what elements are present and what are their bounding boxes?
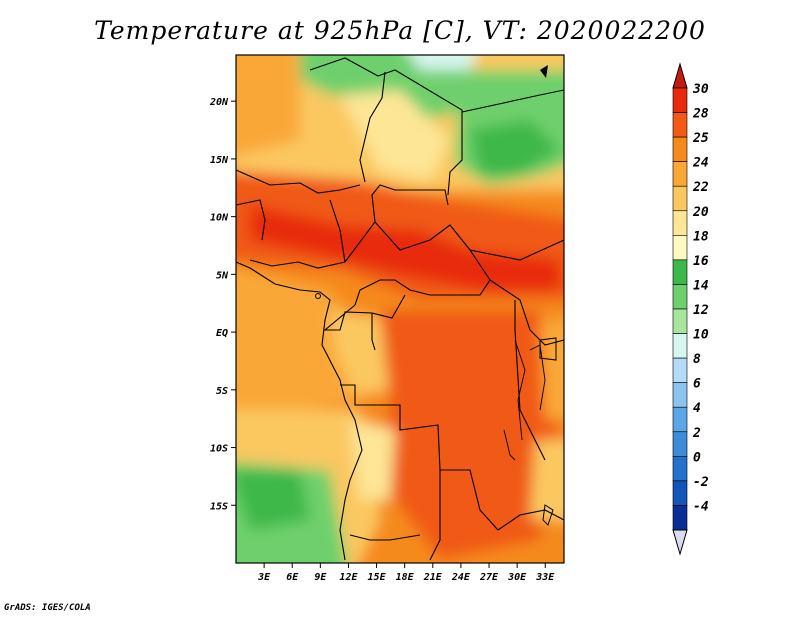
lon-tick-label: 18E [396, 572, 415, 583]
lon-tick-label: 3E [257, 572, 271, 583]
lat-tick-label: EQ [216, 328, 228, 339]
colorbar-swatch [672, 210, 688, 236]
colorbar-label: 25 [692, 131, 709, 146]
colorbar-label: 6 [693, 377, 701, 392]
colorbar-swatch [672, 112, 688, 138]
colorbar-swatch [672, 235, 688, 261]
colorbar-label: 12 [693, 303, 709, 318]
colorbar-label: 22 [692, 180, 709, 195]
lon-tick-label: 15E [368, 572, 387, 583]
colorbar-swatch [672, 185, 688, 212]
lon-axis: 3E 6E 9E 12E 15E 18E 21E 24E 27E 30E 33E [257, 563, 555, 583]
colorbar-swatch [672, 87, 688, 113]
colorbar-label: 10 [693, 328, 709, 343]
lon-tick-label: 27E [479, 572, 499, 583]
colorbar-label: 14 [693, 278, 709, 293]
country-borders [236, 57, 564, 561]
colorbar-swatch [672, 431, 688, 457]
lon-tick-label: 33E [535, 572, 555, 583]
lon-tick-label: 24E [451, 572, 471, 583]
colorbar-swatch [672, 259, 688, 285]
colorbar-label: 2 [692, 426, 701, 441]
lat-tick-label: 15S [210, 501, 228, 512]
colorbar-label: 8 [693, 352, 701, 367]
colorbar-swatch [672, 382, 688, 408]
map-frame [235, 54, 565, 564]
colorbar-swatch [672, 480, 688, 506]
colorbar-top-arrow [672, 62, 688, 89]
colorbar-label: -2 [693, 475, 709, 490]
grads-credit: GrADS: IGES/COLA [4, 603, 91, 613]
colorbar-bottom-arrow [672, 529, 688, 556]
lat-tick-label: 10N [210, 213, 229, 224]
colorbar-label: 0 [693, 450, 701, 465]
colorbar-swatch [672, 357, 688, 383]
colorbar-label: 4 [693, 401, 701, 416]
lon-tick-label: 9E [314, 572, 327, 583]
colorbar-label: -4 [693, 499, 709, 514]
temperature-field [236, 55, 564, 563]
lon-tick-label: 21E [423, 572, 443, 583]
colorbar-swatch [672, 505, 688, 531]
colorbar-swatch [672, 406, 688, 433]
colorbar-label: 24 [692, 156, 709, 171]
colorbar-label: 18 [693, 229, 709, 244]
lat-tick-label: 15N [210, 155, 229, 166]
lakes [315, 65, 557, 526]
colorbar-swatch [672, 456, 688, 482]
lon-tick-label: 6E [286, 572, 299, 583]
colorbar-label: 28 [692, 107, 709, 122]
lon-tick-label: 12E [339, 572, 358, 583]
lat-axis: 20N 15N 10N 5N EQ 5S 10S 15S [209, 97, 236, 512]
colorbar-swatch [672, 136, 688, 162]
colorbar-swatch [672, 333, 688, 359]
lat-tick-label: 5S [216, 386, 228, 397]
colorbar-swatch [672, 161, 688, 187]
lat-tick-label: 20N [209, 97, 229, 108]
colorbar-label: 30 [692, 82, 709, 97]
lon-tick-label: 30E [507, 572, 527, 583]
colorbar-label: 16 [693, 254, 709, 269]
map-title: Temperature at 925hPa [C], VT: 202002220… [94, 16, 706, 45]
colorbar-label: 20 [692, 205, 709, 220]
lat-tick-label: 5N [216, 270, 229, 281]
lat-tick-label: 10S [210, 444, 228, 455]
colorbar-swatch [672, 308, 688, 334]
colorbar-swatch [672, 284, 688, 310]
